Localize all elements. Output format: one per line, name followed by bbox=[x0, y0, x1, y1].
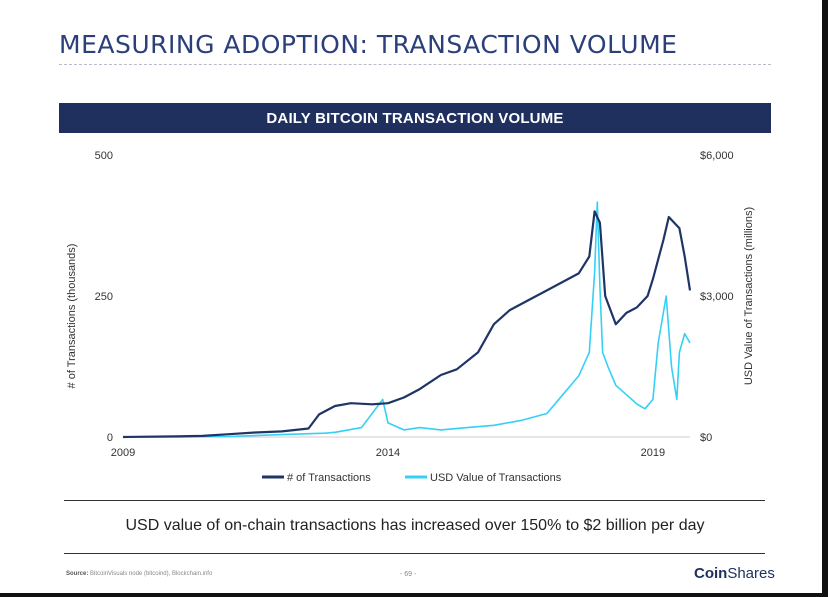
legend-label-usd-value: USD Value of Transactions bbox=[430, 472, 562, 484]
brand-logo: CoinShares bbox=[694, 565, 775, 582]
y2-tick-label: $6,000 bbox=[700, 150, 734, 162]
series-line-usd-value bbox=[123, 201, 691, 438]
page-title: MEASURING ADOPTION: TRANSACTION VOLUME bbox=[59, 30, 678, 59]
series-line-transactions bbox=[122, 210, 692, 439]
page-number: - 69 - bbox=[400, 571, 417, 578]
y2-axis-label: USD Value of Transactions (millions) bbox=[743, 207, 755, 385]
brand-logo-bold: Coin bbox=[694, 565, 728, 582]
legend-label-transactions: # of Transactions bbox=[287, 472, 371, 484]
slide-frame-right bbox=[822, 0, 828, 597]
brand-logo-rest: Shares bbox=[727, 565, 775, 582]
chart-caption: USD value of on-chain transactions has i… bbox=[125, 517, 705, 534]
slide-frame-bottom bbox=[0, 593, 828, 597]
y2-tick-label: $3,000 bbox=[700, 291, 734, 303]
y-tick-label: 250 bbox=[95, 291, 113, 303]
x-tick-label: 2009 bbox=[111, 447, 135, 459]
y-tick-label: 500 bbox=[95, 150, 113, 162]
y2-tick-label: $0 bbox=[700, 432, 712, 444]
source-label: Source: bbox=[66, 571, 89, 577]
chart-title-banner: DAILY BITCOIN TRANSACTION VOLUME bbox=[59, 103, 771, 133]
footnote-bottom-rule bbox=[64, 553, 765, 554]
source-note: Source: BitcoinVisuals node (bitcoind), … bbox=[66, 571, 212, 577]
title-divider bbox=[59, 64, 771, 65]
x-tick-label: 2019 bbox=[641, 447, 665, 459]
x-tick-label: 2014 bbox=[376, 447, 400, 459]
footnote-top-rule bbox=[64, 500, 765, 501]
y-tick-label: 0 bbox=[107, 432, 113, 444]
source-text: BitcoinVisuals node (bitcoind), Blockcha… bbox=[90, 571, 213, 577]
y-axis-label: # of Transactions (thousands) bbox=[66, 244, 78, 389]
chart-title: DAILY BITCOIN TRANSACTION VOLUME bbox=[266, 109, 564, 127]
